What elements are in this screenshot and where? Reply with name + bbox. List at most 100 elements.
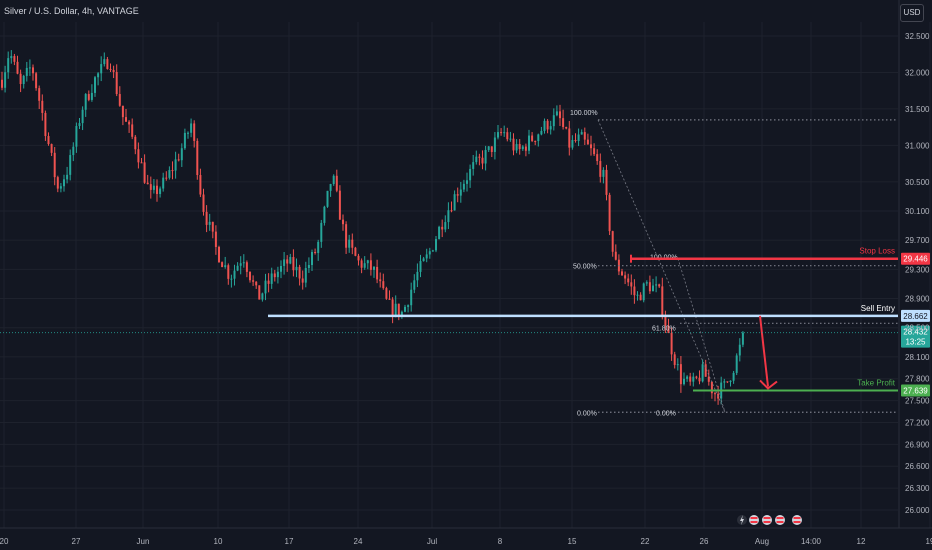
candle-body xyxy=(670,332,673,355)
candle-body xyxy=(373,266,375,270)
candle-body xyxy=(63,179,65,187)
candle-body xyxy=(729,380,732,382)
candle-body xyxy=(701,364,704,382)
price-tick-label: 27.200 xyxy=(905,418,930,427)
candle-body xyxy=(295,266,298,271)
candle-body xyxy=(214,231,217,247)
candle-body xyxy=(447,210,450,223)
candle-body xyxy=(121,105,124,118)
candle-body xyxy=(283,259,286,266)
candle-body xyxy=(90,92,93,100)
candle-body xyxy=(143,162,146,183)
candle-body xyxy=(252,280,255,282)
candle-body xyxy=(552,115,555,127)
candle-body xyxy=(593,148,596,155)
candle-body xyxy=(187,132,189,134)
candle-body xyxy=(652,285,654,292)
flag-icon xyxy=(791,514,803,526)
candle-body xyxy=(710,381,713,394)
candle-body xyxy=(149,184,152,190)
candle-body xyxy=(444,222,447,230)
candle-body xyxy=(506,132,509,140)
candle-body xyxy=(707,376,710,382)
currency-button[interactable]: USD xyxy=(900,4,924,22)
candle-body xyxy=(459,189,462,196)
candle-body xyxy=(137,149,140,163)
candle-body xyxy=(726,381,729,383)
fib-trendline xyxy=(677,258,726,413)
candle-body xyxy=(639,294,642,301)
candle-body xyxy=(317,241,320,253)
candle-body xyxy=(388,298,391,300)
candle-body xyxy=(503,132,506,134)
candle-body xyxy=(94,77,96,93)
price-tick-label: 26.300 xyxy=(905,484,930,493)
price-tick-label: 31.000 xyxy=(905,141,930,150)
price-tick-label: 27.800 xyxy=(905,375,930,384)
chart-grid xyxy=(0,22,931,528)
level-label: Stop Loss xyxy=(859,247,895,256)
price-axis: 32.500 32.000 31.500 31.000 30.500 30.100 29.7… xyxy=(898,0,930,528)
fib-trendline xyxy=(597,119,726,413)
candle-body xyxy=(363,263,366,268)
candle-body xyxy=(47,136,50,145)
candle-body xyxy=(360,260,363,268)
price-tick-label: 27.500 xyxy=(905,397,930,406)
candle-body xyxy=(16,61,19,74)
candle-body xyxy=(193,123,196,141)
candle-body xyxy=(435,239,437,251)
candle-body xyxy=(627,278,630,283)
time-tick-label: 26 xyxy=(700,537,709,546)
candle-body xyxy=(562,118,565,127)
candle-body xyxy=(13,56,16,62)
time-tick-label: 15 xyxy=(568,537,577,546)
candle-body xyxy=(366,260,369,264)
candle-body xyxy=(118,94,121,106)
candle-body xyxy=(453,194,456,211)
candle-body xyxy=(422,258,425,262)
candle-body xyxy=(549,126,552,130)
candle-body xyxy=(128,121,131,125)
price-tick-label: 26.600 xyxy=(905,462,930,471)
candle-body xyxy=(25,67,28,76)
candle-body xyxy=(345,224,348,248)
price-tick-label: 30.500 xyxy=(905,178,930,187)
candle-body xyxy=(1,79,3,88)
fib-level-label: 100.00% xyxy=(570,110,598,117)
candle-body xyxy=(407,305,410,307)
fib-level-label: 61.80% xyxy=(652,325,676,332)
candle-body xyxy=(416,271,419,281)
candle-body xyxy=(81,109,84,124)
candle-body xyxy=(586,139,589,145)
time-tick-label: 22 xyxy=(641,537,650,546)
candle-body xyxy=(683,378,685,385)
candle-body xyxy=(270,273,273,284)
candle-body xyxy=(621,271,623,276)
candle-body xyxy=(332,175,335,185)
candle-body xyxy=(171,170,174,172)
candle-body xyxy=(487,146,490,150)
flag-stripe-icon xyxy=(763,517,771,519)
candle-body xyxy=(689,376,692,382)
candle-body xyxy=(131,124,134,137)
candle-body xyxy=(134,136,137,150)
candle-body xyxy=(10,56,13,59)
candle-body xyxy=(648,282,651,292)
time-tick-label: Aug xyxy=(755,537,769,546)
candle-body xyxy=(100,64,103,74)
candle-body xyxy=(382,281,385,289)
candle-body xyxy=(537,134,540,142)
candle-body xyxy=(568,128,571,148)
flag-stripe-icon xyxy=(763,521,771,523)
price-tick-label: 26.000 xyxy=(905,506,930,515)
candle-body xyxy=(394,303,397,315)
price-tag xyxy=(901,384,930,397)
candle-body xyxy=(500,132,503,134)
time-tick-label: 19 xyxy=(926,537,932,546)
candle-body xyxy=(397,303,400,317)
candle-body xyxy=(35,73,38,89)
candle-body xyxy=(273,273,276,278)
candle-body xyxy=(326,190,329,207)
candle-body xyxy=(438,226,441,240)
